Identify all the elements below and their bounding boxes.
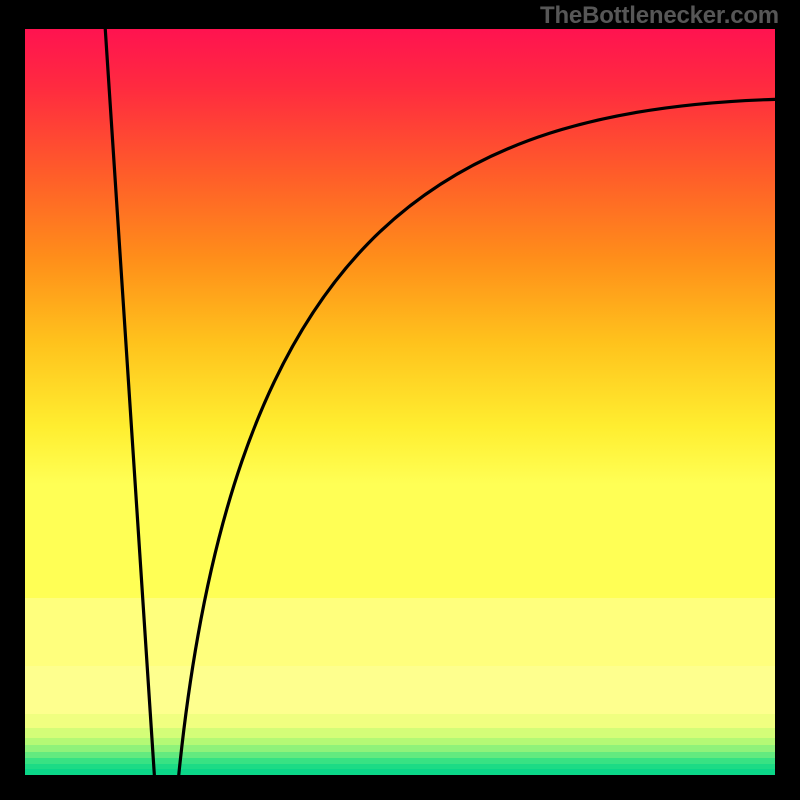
watermark-text: TheBottlenecker.com <box>540 2 779 30</box>
bottleneck-chart <box>0 0 800 800</box>
